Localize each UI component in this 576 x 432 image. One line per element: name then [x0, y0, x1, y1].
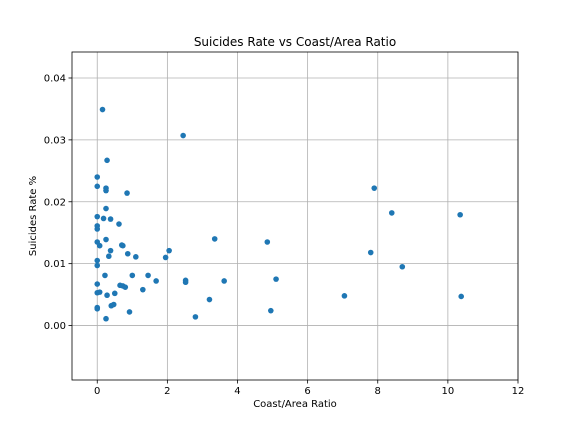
scatter-point: [399, 263, 406, 270]
scatter-point: [153, 278, 159, 284]
scatter-point: [104, 157, 110, 164]
scatter-point: [116, 221, 122, 227]
scatter-point: [103, 236, 109, 243]
x-tick-label: 12: [512, 386, 525, 397]
scatter-point: [273, 276, 279, 282]
scatter-point: [94, 174, 101, 180]
scatter-point: [107, 247, 114, 254]
y-axis-title: Suicides Rate %: [28, 176, 39, 256]
scatter-point: [264, 239, 271, 245]
scatter-point: [388, 210, 395, 216]
scatter-point: [126, 309, 133, 315]
scatter-point: [99, 106, 106, 113]
scatter-point: [211, 236, 218, 242]
scatter-point: [140, 286, 146, 293]
scatter-point: [100, 215, 107, 222]
y-tick-label: 0.02: [44, 197, 66, 208]
scatter-point: [107, 216, 114, 222]
scatter-point: [103, 315, 109, 322]
scatter-point: [124, 250, 131, 257]
y-tick-label: 0.04: [44, 73, 66, 84]
scatter-point: [129, 272, 136, 279]
scatter-point: [110, 301, 117, 308]
scatter-point: [180, 132, 186, 139]
scatter-point: [268, 307, 274, 314]
scatter-point: [94, 213, 101, 220]
scatter-point: [192, 314, 199, 320]
scatter-point: [111, 290, 118, 297]
y-tick-label: 0.03: [44, 135, 66, 146]
scatter-point: [367, 249, 374, 256]
scatter-point: [458, 293, 464, 300]
scatter-point: [120, 242, 126, 249]
scatter-point: [182, 279, 189, 286]
scatter-point: [94, 306, 101, 312]
x-tick-label: 2: [164, 386, 170, 397]
scatter-point: [133, 254, 139, 260]
plot-area-frame: [71, 51, 519, 381]
x-tick-label: 6: [304, 386, 310, 397]
x-tick-label: 10: [442, 386, 455, 397]
scatter-point: [221, 278, 227, 284]
scatter-point: [96, 242, 103, 249]
scatter-point: [94, 183, 101, 190]
scatter-point: [206, 296, 213, 303]
scatter-point: [166, 247, 172, 254]
x-axis-title: Coast/Area Ratio: [253, 399, 337, 410]
x-tick-label: 8: [375, 386, 381, 397]
scatter-point: [341, 293, 348, 299]
y-tick-label: 0.00: [44, 321, 66, 332]
scatter-point: [122, 284, 129, 290]
scatter-point: [106, 253, 112, 260]
scatter-point: [96, 289, 103, 295]
scatter-point: [371, 185, 378, 191]
scatter-point: [103, 205, 109, 212]
scatter-point: [162, 254, 169, 261]
scatter-point: [94, 257, 101, 264]
x-tick-label: 0: [94, 386, 100, 397]
chart-title: Suicides Rate vs Coast/Area Ratio: [194, 35, 396, 49]
scatter-point: [124, 190, 130, 196]
data-points: [94, 106, 464, 322]
scatter-point: [102, 272, 108, 279]
scatter-point: [104, 292, 110, 299]
scatter-point: [94, 262, 101, 269]
scatter-point: [94, 281, 101, 287]
scatter-point: [457, 211, 463, 218]
x-tick-label: 4: [234, 386, 240, 397]
scatter-point: [145, 272, 151, 279]
y-axis-ticks: 0.00 0.01 0.02 0.03 0.04: [44, 73, 72, 332]
scatter-point: [94, 226, 101, 232]
x-axis-ticks: 0 2 4 6 8 10 12: [94, 380, 524, 397]
y-tick-label: 0.01: [44, 259, 66, 270]
scatter-point: [103, 187, 109, 194]
grid: [72, 52, 519, 380]
